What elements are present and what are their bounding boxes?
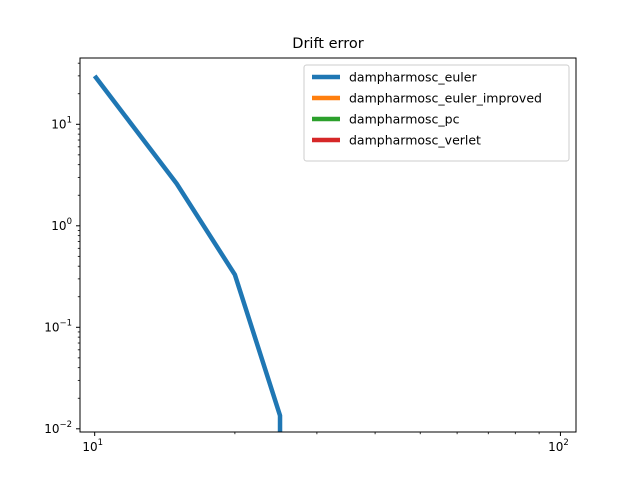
y-tick-label: 10−2 xyxy=(44,420,72,436)
x-tick-label-exponent: 2 xyxy=(563,438,568,448)
y-tick-label-exponent: −1 xyxy=(59,318,72,328)
plot-area: 101 10210110010−110−2dampharmosc_eulerdam… xyxy=(44,57,577,454)
y-tick-label-base: 10 xyxy=(44,422,59,436)
legend-label-dampharmosc_euler_improved: dampharmosc_euler_improved xyxy=(349,91,542,106)
y-tick-label-base: 10 xyxy=(44,320,59,334)
x-tick-label: 101 xyxy=(82,438,103,454)
y-tick-label-exponent: 0 xyxy=(67,217,72,227)
legend-box xyxy=(303,64,570,162)
y-tick-label-base: 10 xyxy=(51,117,66,131)
y-tick-label: 100 xyxy=(51,217,72,233)
legend-label-dampharmosc_euler: dampharmosc_euler xyxy=(349,70,477,85)
y-tick-label-exponent: 1 xyxy=(67,115,72,125)
axes-frame xyxy=(79,57,577,433)
y-tick-label-exponent: −2 xyxy=(59,420,72,430)
y-tick-label: 10−1 xyxy=(44,318,72,334)
x-tick-label: 102 xyxy=(548,438,569,454)
x-tick-label-exponent: 1 xyxy=(98,438,103,448)
chart-title: Drift error xyxy=(292,36,363,52)
series-line-dampharmosc_euler xyxy=(92,74,283,432)
legend-label-dampharmosc_pc: dampharmosc_pc xyxy=(349,112,460,127)
y-tick-label: 101 xyxy=(51,115,72,131)
y-tick-label-base: 10 xyxy=(51,219,66,233)
legend-label-dampharmosc_verlet: dampharmosc_verlet xyxy=(349,133,481,148)
x-tick-label-base: 10 xyxy=(548,440,563,454)
x-tick-label-base: 10 xyxy=(82,440,97,454)
